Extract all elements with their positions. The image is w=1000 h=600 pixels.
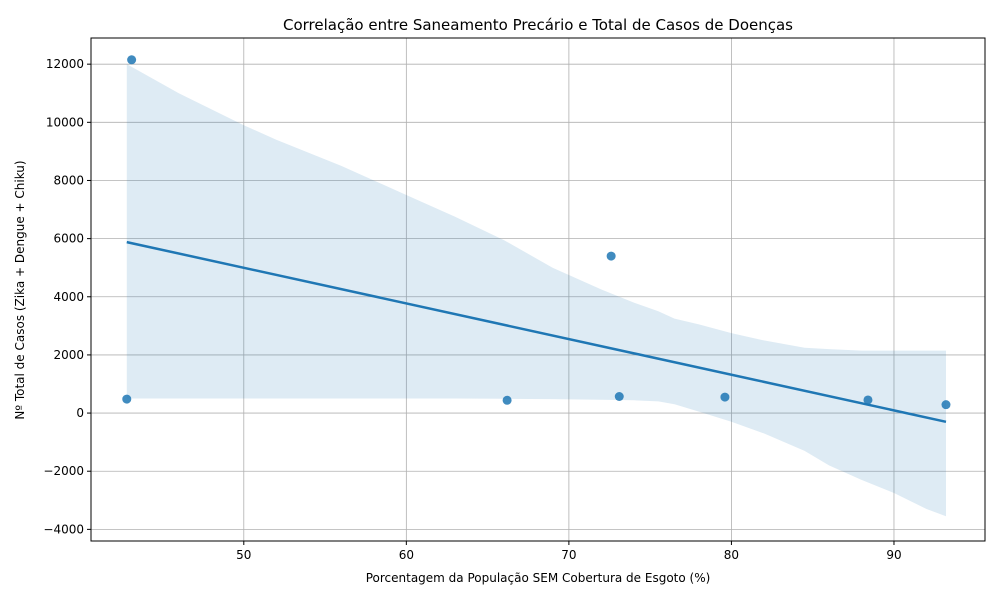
scatter-point	[122, 394, 132, 404]
grid	[91, 38, 985, 541]
x-tick-label: 60	[399, 548, 414, 562]
regression-line-layer	[126, 240, 947, 424]
y-axis-ticks: −4000 −2000 0 2000 4000 6000 8000 10000 12000	[43, 57, 91, 536]
scatter-point	[606, 251, 616, 261]
y-tick-label: −2000	[43, 464, 84, 478]
y-tick-label: 8000	[53, 173, 84, 187]
x-tick-label: 90	[886, 548, 901, 562]
x-tick-label: 80	[724, 548, 739, 562]
scatter-point	[863, 395, 873, 405]
y-tick-label: 0	[76, 406, 84, 420]
y-tick-label: 6000	[53, 232, 84, 246]
x-tick-label: 50	[236, 548, 251, 562]
x-axis-label: Porcentagem da População SEM Cobertura d…	[366, 571, 711, 585]
y-tick-label: 2000	[53, 348, 84, 362]
y-tick-label: 12000	[46, 57, 84, 71]
y-tick-label: −4000	[43, 522, 84, 536]
y-tick-label: 4000	[53, 290, 84, 304]
scatter-point	[614, 391, 624, 401]
axes-frame	[90, 37, 986, 542]
x-tick-label: 70	[561, 548, 576, 562]
scatter-point	[502, 395, 512, 405]
x-axis-ticks: 50 60 70 80 90	[236, 541, 902, 562]
confidence-band-layer	[126, 64, 947, 517]
y-axis-label: Nº Total de Casos (Zika + Dengue + Chiku…	[13, 160, 27, 419]
chart-title: Correlação entre Saneamento Precário e T…	[283, 16, 793, 34]
confidence-band	[126, 64, 947, 517]
scatter-point	[127, 55, 137, 65]
scatter-point	[720, 392, 730, 402]
regression-line	[126, 240, 947, 424]
scatter-points	[122, 55, 951, 410]
scatter-point	[941, 400, 951, 410]
y-tick-label: 10000	[46, 115, 84, 129]
